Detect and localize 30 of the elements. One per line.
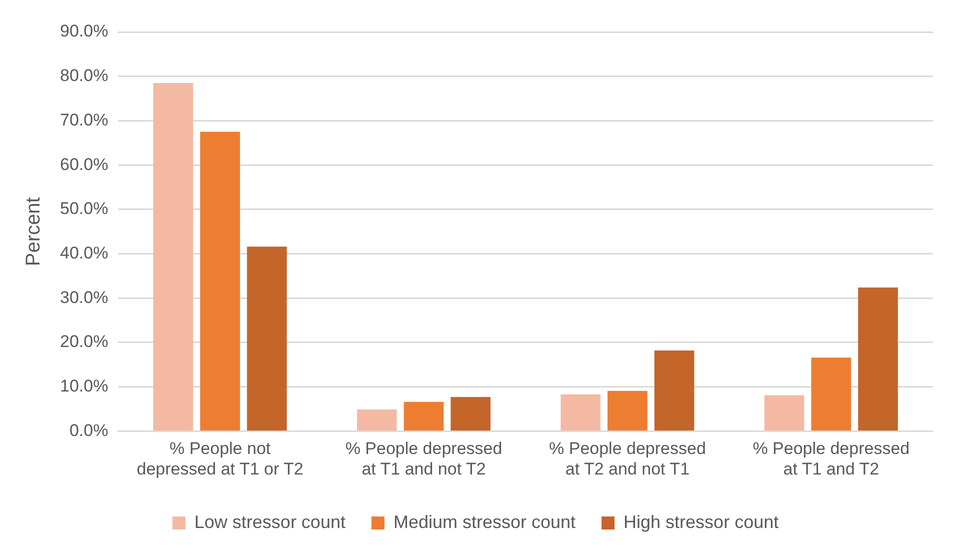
- bar: [200, 132, 240, 430]
- y-tick-label: 50.0%: [60, 199, 108, 218]
- y-tick-label: 70.0%: [60, 110, 108, 130]
- x-tick-label: % People depressed at T1 and not T2: [345, 439, 502, 478]
- x-tick-label: % People not depressed at T1 or T2: [136, 439, 304, 478]
- bar: [811, 358, 852, 430]
- bar: [608, 390, 648, 430]
- bar: [404, 402, 444, 430]
- bar: [764, 395, 804, 430]
- y-tick-label: 40.0%: [60, 243, 108, 262]
- legend-label: High stressor count: [624, 512, 779, 532]
- y-tick-label: 90.0%: [60, 22, 108, 41]
- x-tick-label: % People depressed at T1 and T2: [752, 439, 910, 478]
- bar: [153, 83, 194, 430]
- y-tick-label: 20.0%: [60, 332, 108, 352]
- y-axis-title: Percent: [22, 196, 45, 266]
- y-tick-label: 30.0%: [60, 288, 108, 307]
- legend-label: Low stressor count: [194, 512, 346, 532]
- bar: [246, 246, 287, 430]
- y-tick-label: 80.0%: [60, 66, 108, 86]
- bar: [560, 394, 601, 430]
- y-tick-label: 0.0%: [69, 420, 108, 440]
- x-tick-label: % People depressed at T2 and not T1: [549, 439, 706, 478]
- bar: [858, 287, 898, 430]
- y-tick-label: 10.0%: [60, 376, 108, 396]
- bar: [356, 409, 397, 430]
- bar: [450, 397, 491, 430]
- y-tick-label: 60.0%: [60, 154, 108, 174]
- legend-label: Medium stressor count: [393, 512, 576, 532]
- bar: [654, 350, 694, 430]
